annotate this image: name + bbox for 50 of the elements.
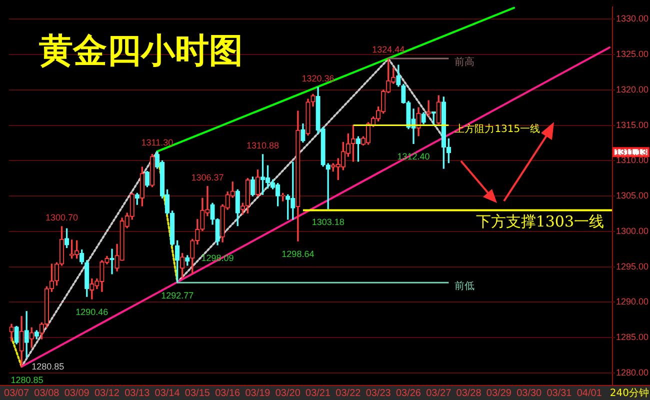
y-tick-label: 1320.00	[616, 84, 649, 94]
x-tick-label: 03/19	[245, 388, 271, 399]
x-tick-label: 03/21	[306, 388, 331, 399]
y-tick-label: 1315.00	[616, 120, 649, 130]
annotation: 1300.70	[45, 212, 78, 222]
text: 1311.13	[615, 147, 647, 158]
y-tick-label: 1285.00	[616, 332, 649, 342]
x-tick-label: 03/20	[275, 388, 301, 399]
y-tick-label: 1280.00	[616, 367, 649, 378]
y-tick-label: 1305.00	[616, 190, 649, 201]
x-tick-label: 03/08	[34, 388, 60, 399]
x-tick-label: 03/14	[154, 388, 180, 399]
x-tick-label: 03/28	[456, 388, 482, 399]
x-tick-label: 04/01	[576, 388, 602, 399]
y-tick-label: 1310.00	[616, 155, 649, 166]
x-tick-label: 03/22	[336, 388, 362, 399]
y-tick-label: 1300.00	[616, 226, 649, 236]
candlestick	[110, 248, 114, 274]
x-tick-label: 03/13	[124, 388, 150, 399]
annotation: 1292.77	[161, 290, 194, 301]
ref-line-label: 前低	[454, 280, 475, 292]
annotation: 1298.64	[282, 249, 314, 260]
x-tick-label: 03/07	[4, 388, 30, 399]
annotation: 1290.46	[76, 306, 108, 317]
y-tick-label: 1325.00	[616, 49, 649, 60]
x-tick-label: 03/16	[215, 388, 241, 399]
annotation: 1306.37	[191, 172, 224, 182]
x-tick-label: 03/15	[184, 388, 210, 399]
text: 240分钟	[610, 387, 649, 400]
x-tick-label: 03/29	[486, 388, 512, 399]
annotation: 1310.88	[246, 140, 280, 150]
x-tick-label: 03/31	[546, 388, 572, 399]
y-tick-label: 1295.00	[616, 261, 649, 272]
annotation: 1280.85	[10, 374, 44, 385]
y-tick-label: 1330.00	[616, 14, 649, 24]
x-tick-label: 03/09	[64, 388, 90, 399]
text: 黄金四小时图	[39, 31, 243, 72]
ref-line-label: 前高	[454, 56, 475, 68]
annotation: 1311.30	[141, 137, 174, 148]
annotation: 1280.85	[32, 361, 64, 372]
x-tick-label: 03/12	[94, 388, 120, 399]
x-tick-label: 03/26	[396, 388, 422, 399]
ref-line-label: 下方支撑1303一线	[476, 212, 604, 231]
annotation: 1324.44	[372, 44, 405, 54]
x-tick-label: 03/30	[516, 388, 542, 399]
x-tick-label: 03/23	[366, 388, 392, 399]
annotation: 1303.18	[312, 216, 344, 227]
y-tick-label: 1290.00	[616, 296, 649, 307]
x-tick-label: 03/27	[426, 388, 452, 399]
annotation: 1320.36	[302, 73, 334, 84]
